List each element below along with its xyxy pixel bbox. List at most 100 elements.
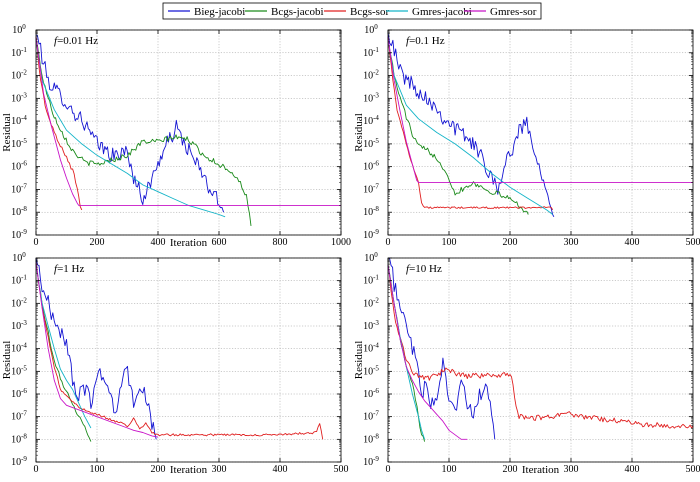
y-tick-label: 10-5 <box>363 364 379 377</box>
y-tick-label: 10-7 <box>11 410 27 423</box>
legend-label-2: Bcgs-sor <box>350 6 389 18</box>
legend-label-4: Gmres-sor <box>490 6 537 18</box>
axes-frame <box>387 29 694 236</box>
panel-f-1hz: 0 100 200 300 400 500 10-9 10-8 10-7 10-6 10-5 10-4… <box>1 251 349 476</box>
x-tick-label: 400 <box>625 464 640 475</box>
y-tick-label: 10-1 <box>11 274 27 287</box>
y-tick-label: 10-2 <box>363 69 379 82</box>
x-tick-label: 300 <box>564 237 579 248</box>
x-tick-label: 200 <box>90 237 105 248</box>
y-axis-label: Residual <box>1 341 13 380</box>
y-tick-label: 10-8 <box>363 432 379 445</box>
x-tick-label: 400 <box>273 464 288 475</box>
x-tick-label: 400 <box>625 237 640 248</box>
y-axis-label: Residual <box>353 341 365 380</box>
series-line-bieg-jacobi <box>35 257 157 440</box>
y-tick-label: 10-6 <box>11 387 27 400</box>
y-tick-label: 10-8 <box>363 205 379 218</box>
y-tick-label: 10-1 <box>11 46 27 59</box>
y-tick-label: 10-3 <box>363 319 379 332</box>
x-tick-label: 1000 <box>331 237 351 248</box>
y-tick-label: 10-4 <box>363 114 379 127</box>
panel-f-10hz: 0 100 200 300 400 500 10-9 10-8 10-7 10-6 10-5 10-4… <box>353 251 700 476</box>
x-tick-label: 0 <box>386 464 391 475</box>
plot-area <box>388 30 693 235</box>
y-tick-label: 10-8 <box>11 432 27 445</box>
x-tick-label: 500 <box>686 464 700 475</box>
panel-title: f=1 Hz <box>54 263 84 275</box>
series-line-bieg-jacobi <box>387 32 555 218</box>
legend-entry-4: Gmres-sor <box>464 6 537 18</box>
y-tick-label: 10-9 <box>11 455 27 468</box>
y-tick-label: 10-3 <box>11 91 27 104</box>
y-tick-label: 100 <box>12 251 26 264</box>
x-axis-label: Iteration <box>170 464 208 476</box>
x-tick-label: 300 <box>564 464 579 475</box>
plot-area <box>388 258 693 462</box>
y-tick-label: 10-3 <box>11 319 27 332</box>
x-tick-label: 0 <box>34 464 39 475</box>
y-tick-label: 100 <box>12 23 26 36</box>
series-line-gmres-sor <box>387 36 693 184</box>
series-line-gmres-sor <box>35 262 159 438</box>
series-line-bcgs-sor <box>387 264 694 429</box>
y-tick-label: 10-5 <box>363 137 379 150</box>
x-tick-label: 100 <box>90 464 105 475</box>
y-tick-label: 100 <box>364 251 378 264</box>
x-tick-label: 800 <box>273 237 288 248</box>
y-axis-label: Residual <box>1 113 13 152</box>
y-tick-label: 10-2 <box>11 296 27 309</box>
legend: Bieg-jacobi Bcgs-jacobi Bcgs-sor Gmres-j… <box>162 2 542 20</box>
x-tick-label: 200 <box>503 237 518 248</box>
axes-frame <box>35 257 342 463</box>
y-tick-label: 10-5 <box>11 137 27 150</box>
x-tick-label: 0 <box>386 237 391 248</box>
y-tick-label: 10-7 <box>11 182 27 195</box>
series-line-gmres-jacobi <box>35 39 226 218</box>
legend-entry-2: Bcgs-sor <box>324 6 389 18</box>
series-line-bcgs-jacobi <box>35 36 252 226</box>
y-tick-label: 10-6 <box>363 387 379 400</box>
x-axis-label: Iteration <box>522 464 560 476</box>
axes-frame <box>387 257 694 463</box>
y-tick-label: 100 <box>364 23 378 36</box>
x-tick-label: 500 <box>686 237 700 248</box>
x-tick-label: 200 <box>503 464 518 475</box>
series-line-gmres-jacobi <box>387 39 553 215</box>
series-line-bieg-jacobi <box>35 34 225 213</box>
x-tick-label: 100 <box>442 464 457 475</box>
x-tick-label: 200 <box>151 464 166 475</box>
legend-entry-3: Gmres-jacobi <box>386 6 472 18</box>
x-tick-label: 600 <box>212 237 227 248</box>
legend-label-3: Gmres-jacobi <box>412 6 472 18</box>
series-line-gmres-sor <box>387 264 468 440</box>
x-tick-label: 0 <box>34 237 39 248</box>
panel-title: f=0.01 Hz <box>54 35 98 47</box>
panel-f-0p1hz: 0 100 200 300 400 500 10-9 10-8 10-7 10-6 10-5 10-4… <box>353 23 700 248</box>
y-tick-label: 10-4 <box>11 342 27 355</box>
y-tick-label: 10-6 <box>11 160 27 173</box>
y-tick-label: 10-8 <box>11 205 27 218</box>
y-tick-label: 10-1 <box>363 46 379 59</box>
y-tick-label: 10-3 <box>363 91 379 104</box>
series-line-bcgs-sor <box>387 36 554 211</box>
legend-entry-1: Bcgs-jacobi <box>245 6 324 18</box>
y-tick-label: 10-5 <box>11 364 27 377</box>
legend-label-1: Bcgs-jacobi <box>271 6 324 18</box>
x-tick-label: 500 <box>334 464 349 475</box>
y-tick-label: 10-2 <box>363 296 379 309</box>
series-line-bcgs-sor <box>35 262 324 440</box>
y-tick-label: 10-9 <box>11 228 27 241</box>
x-tick-label: 100 <box>442 237 457 248</box>
y-tick-label: 10-6 <box>363 160 379 173</box>
series-line-bcgs-jacobi <box>387 36 529 215</box>
legend-entry-0: Bieg-jacobi <box>168 6 245 18</box>
panel-title: f=10 Hz <box>406 263 442 275</box>
x-axis-label: Iteration <box>170 237 208 249</box>
y-tick-label: 10-9 <box>363 455 379 468</box>
y-tick-label: 10-4 <box>11 114 27 127</box>
y-tick-label: 10-7 <box>363 410 379 423</box>
y-tick-label: 10-9 <box>363 228 379 241</box>
panel-f-0p01hz: 0 200 400 600 800 1000 10-9 10-8 10-7 10-6 10-5 10-… <box>1 23 351 249</box>
